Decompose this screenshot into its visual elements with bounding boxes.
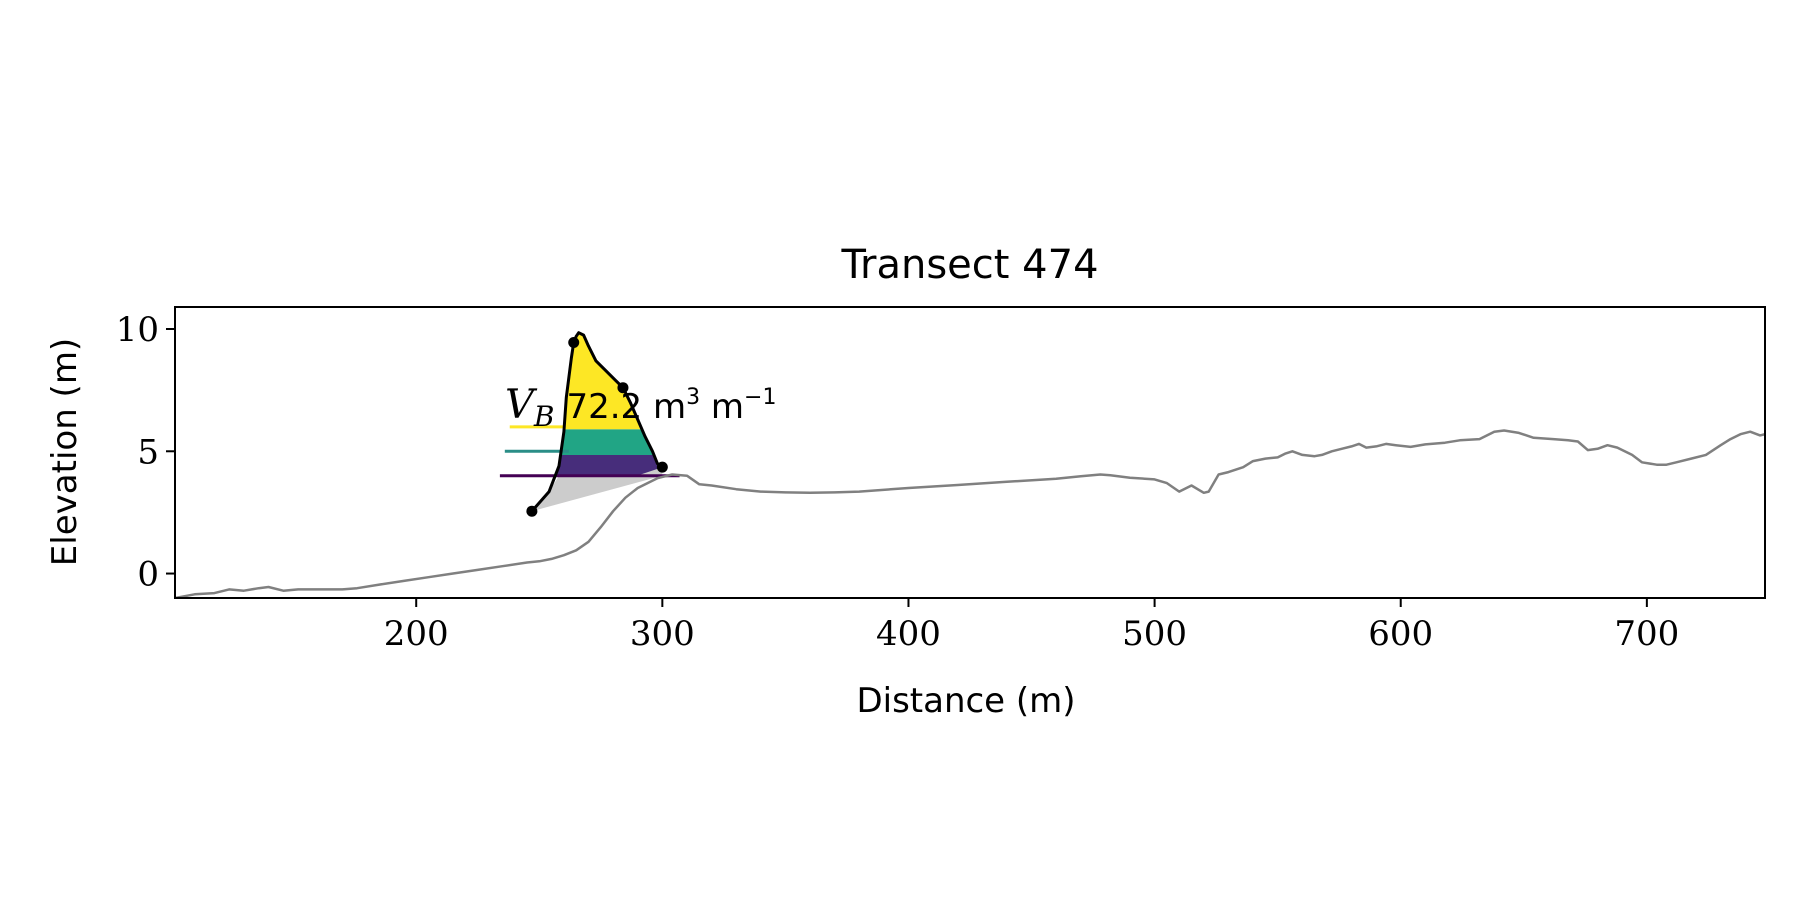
x-tick-label-1: 300 (630, 614, 695, 654)
marker-point-0 (526, 505, 538, 517)
annotation-unit-sup: 3 (686, 385, 700, 410)
x-tick-label-2: 400 (876, 614, 941, 654)
x-axis-ticks: 200 300 400 500 600 700 (384, 598, 1679, 654)
annotation-subscript: B (533, 400, 555, 433)
profile-line (175, 429, 1765, 598)
y-axis-label: Elevation (m) (45, 338, 85, 566)
volume-annotation: VB 72.2 m3 m−1 (505, 382, 776, 433)
volume-band-2 (564, 332, 642, 430)
y-tick-label-1: 5 (137, 432, 159, 472)
dune-outline-layer (530, 331, 664, 513)
annotation-unit-rest: m (700, 387, 744, 427)
x-axis-label: Distance (m) (856, 681, 1075, 721)
annotation-unit-exp: −1 (744, 385, 776, 410)
y-tick-label-0: 0 (137, 555, 159, 595)
markers-layer (526, 336, 668, 517)
chart-title: Transect 474 (840, 242, 1098, 288)
x-tick-label-5: 700 (1614, 614, 1679, 654)
x-tick-label-3: 500 (1122, 614, 1187, 654)
plot-frame (174, 306, 1766, 599)
volume-band-1 (560, 429, 654, 455)
dune-outline-line (530, 331, 664, 513)
annotation-value: 72.2 m (566, 387, 686, 427)
plot-area (175, 331, 1765, 598)
marker-point-3 (656, 461, 668, 473)
marker-point-1 (568, 336, 580, 348)
annotation-symbol: V (505, 382, 538, 428)
x-tick-label-0: 200 (384, 614, 449, 654)
y-tick-label-2: 10 (116, 310, 159, 350)
profile-layer (175, 429, 1765, 598)
volume-bands-layer (555, 332, 663, 476)
y-axis-ticks: 0 5 10 (116, 310, 175, 595)
marker-point-2 (617, 382, 629, 394)
level-lines-layer (499, 425, 680, 478)
x-tick-label-4: 600 (1368, 614, 1433, 654)
volume-band-0 (555, 454, 663, 476)
